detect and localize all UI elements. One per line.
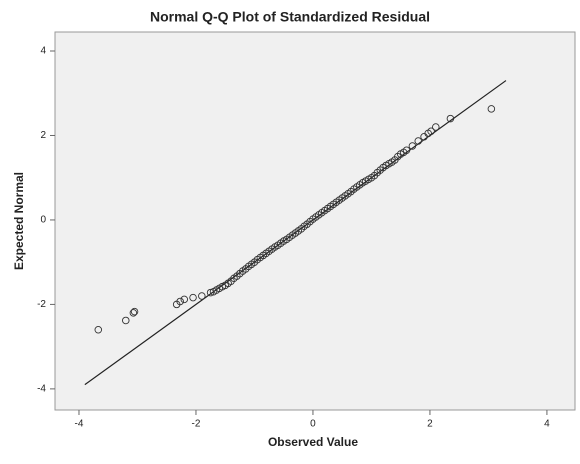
point: [198, 292, 206, 300]
point: [432, 123, 440, 131]
point: [94, 326, 103, 334]
point: [487, 105, 496, 113]
point: [130, 307, 139, 316]
point: [427, 127, 435, 136]
x-tick-label: -4: [75, 419, 84, 430]
point: [180, 295, 189, 304]
point: [402, 146, 411, 155]
plot-area: [54, 31, 576, 411]
x-axis-label: Observed Value: [268, 435, 358, 449]
point: [176, 297, 184, 306]
point: [129, 309, 138, 317]
y-tick-label: 4: [40, 46, 46, 57]
y-tick-label: 0: [40, 215, 46, 226]
point: [189, 293, 197, 302]
point: [414, 137, 422, 145]
point: [408, 142, 417, 150]
y-tick-label: 2: [40, 130, 46, 141]
x-tick-label: 0: [310, 419, 316, 430]
x-tick-label: 4: [544, 419, 550, 430]
y-tick-label: -2: [37, 299, 46, 310]
y-axis-label: Expected Normal: [12, 172, 26, 270]
point: [122, 316, 130, 325]
y-tick-label: -4: [37, 384, 46, 395]
chart-title: Normal Q-Q Plot of Standardized Residual: [150, 9, 430, 25]
point: [446, 114, 455, 123]
x-tick-label: -2: [192, 419, 201, 430]
x-tick-label: 2: [427, 419, 433, 430]
